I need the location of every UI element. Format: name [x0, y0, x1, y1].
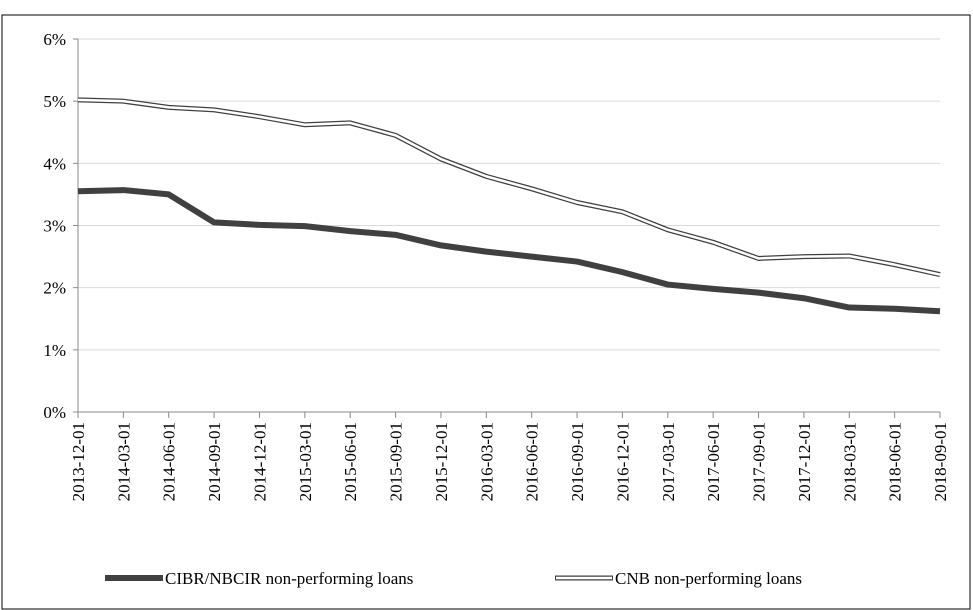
x-tick-label: 2014-03-01: [114, 422, 133, 501]
y-tick-label: 0%: [43, 403, 66, 422]
x-tick-label: 2016-03-01: [477, 422, 496, 501]
x-tick-label: 2015-06-01: [341, 422, 360, 501]
y-tick-label: 1%: [43, 341, 66, 360]
x-tick-label: 2014-09-01: [205, 422, 224, 501]
y-tick-label: 2%: [43, 279, 66, 298]
x-tick-label: 2015-12-01: [432, 422, 451, 501]
legend-label: CNB non-performing loans: [615, 569, 802, 588]
x-tick-label: 2018-09-01: [931, 422, 950, 501]
y-tick-label: 6%: [43, 30, 66, 49]
chart-frame: [1, 14, 971, 610]
y-tick-label: 4%: [43, 154, 66, 173]
x-tick-label: 2017-06-01: [704, 422, 723, 501]
series-line: [77, 187, 941, 315]
series-line: [77, 97, 941, 278]
series-line-inner: [77, 98, 941, 276]
y-tick-label: 5%: [43, 92, 66, 111]
x-tick-label: 2017-12-01: [795, 422, 814, 501]
x-tick-label: 2016-06-01: [523, 422, 542, 501]
x-tick-label: 2014-06-01: [160, 422, 179, 501]
x-tick-label: 2016-12-01: [613, 422, 632, 501]
x-tick-label: 2015-09-01: [387, 422, 406, 501]
x-tick-label: 2014-12-01: [250, 422, 269, 501]
x-tick-label: 2017-09-01: [750, 422, 769, 501]
legend-label: CIBR/NBCIR non-performing loans: [165, 569, 413, 588]
y-tick-label: 3%: [43, 217, 66, 236]
x-tick-label: 2013-12-01: [69, 422, 88, 501]
x-tick-label: 2018-03-01: [840, 422, 859, 501]
x-tick-label: 2016-09-01: [568, 422, 587, 501]
x-tick-label: 2017-03-01: [659, 422, 678, 501]
x-tick-label: 2018-06-01: [886, 422, 905, 501]
x-tick-label: 2015-03-01: [296, 422, 315, 501]
